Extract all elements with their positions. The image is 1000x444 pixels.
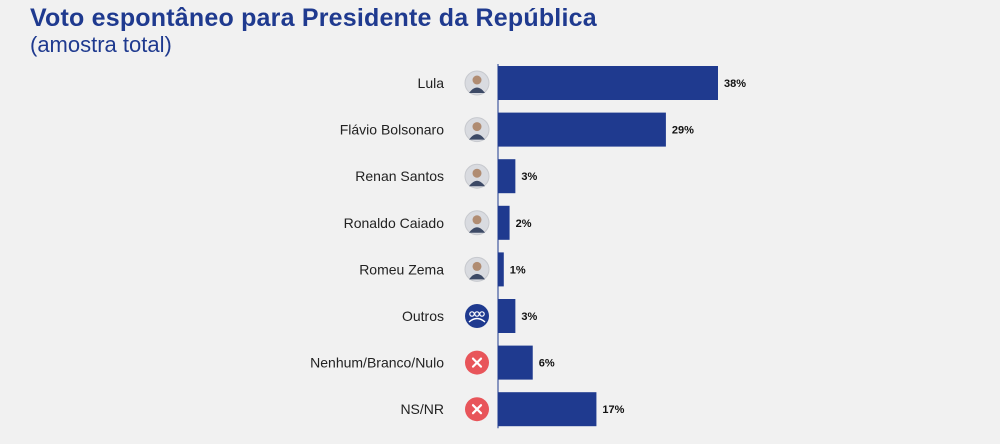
group-person-head xyxy=(469,311,475,317)
group-person-bodies xyxy=(468,317,486,323)
avatar-icon xyxy=(464,163,490,189)
group-person-head xyxy=(479,311,485,317)
category-label: Nenhum/Branco/Nulo xyxy=(310,355,444,371)
category-label: Renan Santos xyxy=(355,168,444,184)
bar xyxy=(498,392,597,427)
avatar-body xyxy=(469,134,485,140)
x-mark xyxy=(471,357,483,368)
value-label: 38% xyxy=(724,78,746,90)
bar xyxy=(498,345,533,380)
bar xyxy=(498,299,516,333)
bar xyxy=(498,159,516,194)
chart-title: Voto espontâneo para Presidente da Repúb… xyxy=(30,4,597,32)
category-label: Romeu Zema xyxy=(359,261,444,277)
chart-subtitle: (amostra total) xyxy=(30,32,172,57)
avatar-icon xyxy=(464,256,490,282)
avatar-head xyxy=(472,215,482,225)
value-label: 17% xyxy=(602,404,624,416)
x-icon xyxy=(465,350,489,375)
bar xyxy=(498,112,666,147)
avatar-body xyxy=(469,227,485,233)
value-label: 3% xyxy=(521,311,537,323)
avatar-icon xyxy=(464,70,490,96)
avatar-body xyxy=(469,87,485,93)
value-label: 6% xyxy=(539,358,555,370)
bar xyxy=(498,205,510,240)
category-label: Flávio Bolsonaro xyxy=(340,122,444,138)
value-label: 29% xyxy=(672,125,694,137)
avatar-body xyxy=(469,180,485,187)
avatar-head xyxy=(472,75,482,85)
avatar-icon xyxy=(464,117,490,143)
group-icon xyxy=(465,304,489,328)
value-label: 2% xyxy=(516,218,532,230)
category-label: Ronaldo Caiado xyxy=(344,215,445,231)
group-person-head xyxy=(474,311,480,317)
avatar-head xyxy=(472,122,482,132)
bar xyxy=(498,252,504,287)
x-icon xyxy=(465,397,489,422)
bar xyxy=(498,66,718,100)
category-label: Outros xyxy=(402,308,444,324)
value-label: 1% xyxy=(510,264,526,276)
avatar-body xyxy=(469,273,485,280)
x-mark xyxy=(471,404,483,415)
avatar-head xyxy=(472,168,482,178)
avatar-icon xyxy=(464,210,490,236)
category-label: NS/NR xyxy=(400,401,444,417)
value-label: 3% xyxy=(521,171,537,183)
category-label: Lula xyxy=(418,75,445,91)
avatar-head xyxy=(472,261,482,271)
